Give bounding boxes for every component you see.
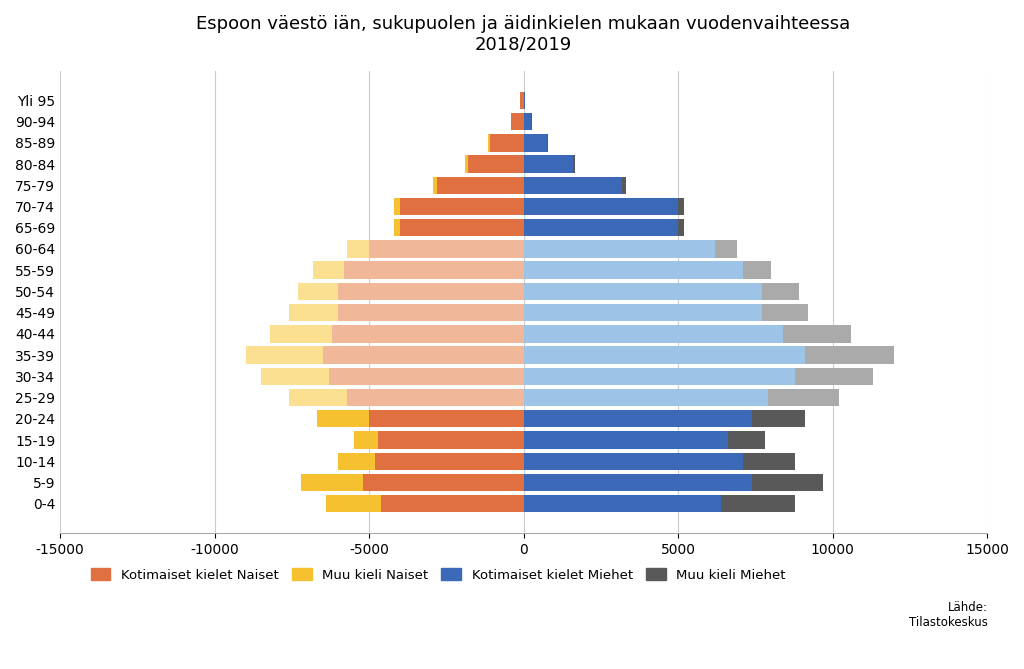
Bar [523,325,783,343]
Bar [362,474,523,491]
Bar [488,134,489,152]
Bar [523,155,573,173]
Bar [762,304,808,321]
Bar [573,155,575,173]
Bar [338,452,375,470]
Bar [523,452,743,470]
Bar [523,134,547,152]
Bar [369,240,523,258]
Bar [466,155,468,173]
Bar [338,304,523,321]
Bar [289,304,338,321]
Bar [437,177,523,194]
Bar [511,113,523,130]
Bar [326,495,382,512]
Bar [332,325,523,343]
Bar [246,347,323,364]
Text: Lähde:
Tilastokeskus: Lähde: Tilastokeskus [909,601,988,629]
Bar [378,432,523,449]
Bar [743,262,771,279]
Bar [715,240,737,258]
Bar [394,198,400,215]
Bar [678,219,684,236]
Bar [523,262,743,279]
Bar [721,495,796,512]
Bar [523,495,721,512]
Bar [523,368,796,385]
Bar [523,410,753,427]
Bar [347,389,523,406]
Bar [523,113,531,130]
Bar [323,347,523,364]
Bar [523,92,525,109]
Bar [289,389,347,406]
Bar [523,389,768,406]
Bar [523,432,727,449]
Bar [727,432,765,449]
Bar [796,368,872,385]
Bar [805,347,894,364]
Bar [523,347,805,364]
Bar [623,177,626,194]
Bar [394,219,400,236]
Bar [270,325,332,343]
Bar [753,410,805,427]
Bar [523,474,753,491]
Bar [753,474,823,491]
Legend: Kotimaiset kielet Naiset, Muu kieli Naiset, Kotimaiset kielet Miehet, Muu kieli : Kotimaiset kielet Naiset, Muu kieli Nais… [85,563,792,587]
Bar [783,325,851,343]
Bar [523,283,762,300]
Bar [382,495,523,512]
Bar [301,474,362,491]
Bar [489,134,523,152]
Bar [523,177,623,194]
Bar [344,262,523,279]
Bar [313,262,344,279]
Bar [523,198,678,215]
Bar [678,198,684,215]
Bar [353,432,378,449]
Bar [347,240,369,258]
Bar [743,452,796,470]
Bar [433,177,437,194]
Bar [375,452,523,470]
Bar [523,240,715,258]
Bar [768,389,839,406]
Bar [523,219,678,236]
Bar [298,283,338,300]
Bar [261,368,329,385]
Bar [762,283,799,300]
Bar [523,304,762,321]
Bar [400,219,523,236]
Bar [547,134,548,152]
Bar [520,92,523,109]
Bar [329,368,523,385]
Bar [468,155,523,173]
Bar [400,198,523,215]
Bar [369,410,523,427]
Title: Espoon väestö iän, sukupuolen ja äidinkielen mukaan vuodenvaihteessa
2018/2019: Espoon väestö iän, sukupuolen ja äidinki… [197,15,851,54]
Bar [338,283,523,300]
Bar [316,410,369,427]
